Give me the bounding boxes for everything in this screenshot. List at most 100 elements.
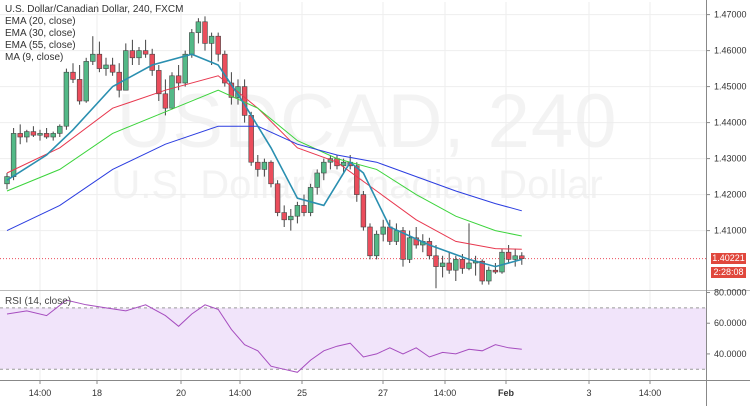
- candle-down: [274, 183, 281, 213]
- candle-down: [413, 237, 419, 246]
- time-tick-label: 18: [92, 388, 102, 398]
- rsi-tick-label: 80.0000: [714, 288, 747, 298]
- candle: [354, 162, 360, 202]
- candle: [268, 160, 274, 188]
- time-tick-label: 14:00: [229, 388, 252, 398]
- candle: [10, 128, 17, 181]
- candle-up: [182, 53, 188, 84]
- candle-up: [294, 205, 301, 217]
- candle: [314, 169, 320, 195]
- candle-up: [321, 161, 327, 174]
- candle-up: [393, 230, 400, 242]
- candle: [446, 252, 452, 274]
- candle: [90, 36, 96, 65]
- last-price-tag: 1.40221: [711, 252, 746, 264]
- candle: [195, 18, 202, 44]
- time-tick-label: 3: [586, 388, 591, 398]
- time-tick-label: 14:00: [434, 388, 457, 398]
- candle-down: [360, 194, 367, 228]
- candle-down: [281, 212, 287, 221]
- candle-down: [162, 93, 169, 109]
- symbol-watermark: USDCAD, 240: [116, 79, 618, 164]
- candle-up: [373, 233, 380, 257]
- candle: [149, 48, 155, 76]
- candle-down: [492, 269, 499, 273]
- candle-up: [486, 269, 492, 282]
- candle: [30, 126, 37, 137]
- rsi-tick-label: 60.0000: [714, 318, 747, 328]
- candle-down: [387, 226, 393, 242]
- candle: [340, 158, 347, 173]
- time-tick-label: Feb: [498, 388, 515, 398]
- candle: [360, 191, 367, 231]
- candle: [4, 173, 10, 190]
- candle: [255, 155, 261, 177]
- candle-up: [261, 161, 268, 170]
- price-tick-label: 1.43000: [714, 154, 747, 164]
- time-tick-label: 20: [176, 388, 186, 398]
- candle-up: [512, 255, 518, 260]
- candle-down: [459, 259, 466, 269]
- candle-up: [4, 176, 10, 185]
- rsi-tick-label: 40.0000: [714, 349, 747, 359]
- candle-down: [76, 79, 83, 102]
- candle: [439, 255, 446, 278]
- candle: [215, 32, 221, 62]
- candle: [202, 16, 208, 51]
- candle: [50, 131, 56, 141]
- candle: [63, 68, 70, 130]
- candle-down: [519, 255, 525, 259]
- candle-up: [340, 161, 347, 167]
- price-tick-label: 1.46000: [714, 46, 747, 56]
- candle: [208, 32, 215, 65]
- candle: [499, 248, 505, 274]
- candle-up: [380, 226, 386, 235]
- candle-up: [83, 61, 89, 102]
- candle: [433, 245, 439, 289]
- candle-down: [175, 75, 182, 84]
- candle-down: [367, 226, 373, 257]
- candle-down: [446, 262, 452, 271]
- legend-ema55: EMA (55, close): [5, 40, 76, 51]
- candle: [43, 128, 50, 139]
- time-tick-label: 27: [378, 388, 388, 398]
- candle-up: [50, 133, 56, 138]
- candle-up: [24, 131, 30, 138]
- candle-up: [37, 133, 43, 136]
- candle-up: [123, 50, 129, 91]
- candle-up: [195, 21, 202, 33]
- legend-ema30: EMA (30, close): [5, 28, 76, 39]
- ema20-line: [6, 75, 522, 250]
- time-tick-label: 25: [297, 388, 307, 398]
- rsi-line: [6, 299, 522, 373]
- candle-down: [433, 255, 439, 267]
- candle: [301, 194, 307, 217]
- candle: [70, 63, 76, 83]
- candle: [512, 248, 518, 267]
- candle: [248, 111, 254, 166]
- candle: [453, 255, 459, 281]
- candle-up: [90, 53, 96, 62]
- candle-down: [268, 161, 274, 185]
- candle: [129, 39, 136, 65]
- chart-title: U.S. Dollar/Canadian Dollar, 240, FXCM: [5, 4, 184, 15]
- candle-down: [215, 35, 221, 55]
- candle-down: [354, 165, 360, 195]
- candle: [466, 223, 472, 271]
- price-tick-label: 1.45000: [714, 82, 747, 92]
- candle: [169, 72, 175, 109]
- candle: [83, 57, 89, 103]
- candle: [413, 227, 419, 249]
- candle: [261, 158, 268, 177]
- candle: [156, 65, 162, 101]
- candle: [116, 63, 122, 98]
- candle: [76, 65, 83, 105]
- candle: [162, 79, 169, 116]
- rsi-band: [0, 307, 706, 370]
- candle: [175, 65, 182, 91]
- candle: [393, 223, 400, 245]
- candle: [288, 209, 294, 231]
- candle-down: [109, 64, 116, 73]
